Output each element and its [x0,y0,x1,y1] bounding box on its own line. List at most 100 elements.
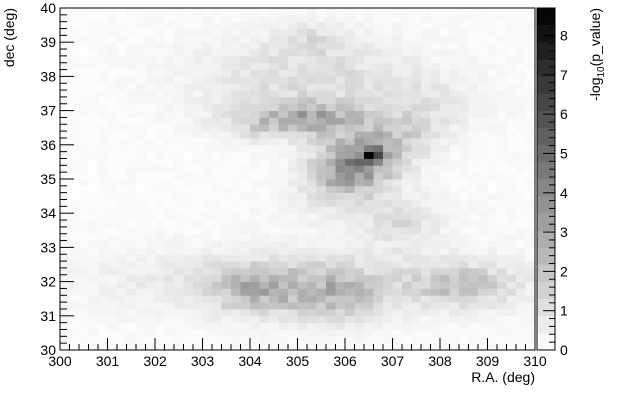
heatmap-cell [145,213,156,221]
heatmap-cell [145,21,156,29]
heatmap-cell [164,226,175,235]
heatmap-cell [326,233,336,241]
heatmap-cell [497,96,507,105]
heatmap-cell [231,69,241,77]
colorbar-tick-label: 3 [560,224,568,240]
heatmap-cell [193,267,203,276]
heatmap-cell [354,83,365,91]
heatmap-cell [459,110,469,118]
heatmap-cell [497,185,507,194]
heatmap-cell [430,55,441,64]
heatmap-cell [69,28,80,36]
heatmap-cell [174,14,184,23]
heatmap-cell [240,137,251,146]
heatmap-cell [174,315,184,324]
heatmap-cell [88,281,99,289]
heatmap-cell [402,21,412,29]
colorbar-title: -log10(p_value) [587,8,607,101]
heatmap-cell [487,185,498,194]
heatmap-cell [487,144,498,153]
heatmap-cell [98,220,108,228]
heatmap-cell [164,28,175,36]
heatmap-cell [117,14,127,23]
heatmap-cell [335,117,346,125]
heatmap-cell [459,240,469,248]
heatmap-cell [440,14,450,23]
heatmap-cell [193,226,203,235]
heatmap-cell [383,329,393,337]
heatmap-cell [307,192,317,200]
heatmap-cell [240,206,251,214]
heatmap-cell [193,274,203,282]
heatmap-cell [117,336,127,344]
heatmap-cell [316,144,327,153]
heatmap-cell [155,151,165,159]
colorbar-step [537,247,555,265]
heatmap-cell [250,76,260,84]
heatmap-cell [193,144,203,153]
heatmap-cell [307,322,317,330]
heatmap-cell [468,281,479,289]
heatmap-cell [69,42,80,50]
heatmap-cell [69,226,80,235]
heatmap-cell [155,329,165,337]
heatmap-cell [430,247,441,255]
heatmap-cell [440,28,450,36]
heatmap-cell [117,172,127,180]
heatmap-cell [487,117,498,125]
heatmap-cell [478,302,488,310]
heatmap-cell [506,329,517,337]
heatmap-cell [231,295,241,303]
heatmap-cell [221,131,232,139]
heatmap-cell [364,69,374,77]
heatmap-cell [126,62,137,70]
heatmap-cell [69,131,80,139]
heatmap-cell [478,233,488,241]
heatmap-cell [69,213,80,221]
heatmap-cell [449,172,460,180]
heatmap-cell [316,267,327,276]
heatmap-cell [421,117,431,125]
y-tick-label: 32 [40,274,56,290]
heatmap-cell [240,151,251,159]
heatmap-cell [506,288,517,296]
heatmap-cell [506,137,517,146]
heatmap-cell [79,308,89,317]
heatmap-cell [373,35,384,43]
heatmap-cell [468,213,479,221]
heatmap-cell [440,151,450,159]
heatmap-cell [88,158,99,166]
heatmap-cell [516,62,526,70]
heatmap-cell [250,124,260,132]
heatmap-cell [392,117,403,125]
heatmap-cell [297,117,308,125]
heatmap-cell [421,69,431,77]
heatmap-cell [478,151,488,159]
heatmap-cell [525,302,536,310]
heatmap-cell [155,117,165,125]
heatmap-cell [449,76,460,84]
heatmap-cell [516,213,526,221]
heatmap-cell [326,315,336,324]
heatmap-cell [506,117,517,125]
heatmap-cell [516,226,526,235]
heatmap-cell [269,281,279,289]
heatmap-cell [269,240,279,248]
heatmap-cell [297,261,308,269]
heatmap-cell [449,240,460,248]
heatmap-cell [354,144,365,153]
heatmap-cell [468,83,479,91]
heatmap-cell [269,151,279,159]
heatmap-cell [326,288,336,296]
heatmap-cell [440,226,450,235]
heatmap-cell [288,151,298,159]
heatmap-cell [478,281,488,289]
heatmap-cell [402,90,412,98]
heatmap-cell [402,172,412,180]
heatmap-cell [487,158,498,166]
heatmap-cell [421,220,431,228]
heatmap-cell [202,308,213,317]
heatmap-cell [421,233,431,241]
heatmap-cell [345,137,355,146]
heatmap-cell [174,185,184,194]
